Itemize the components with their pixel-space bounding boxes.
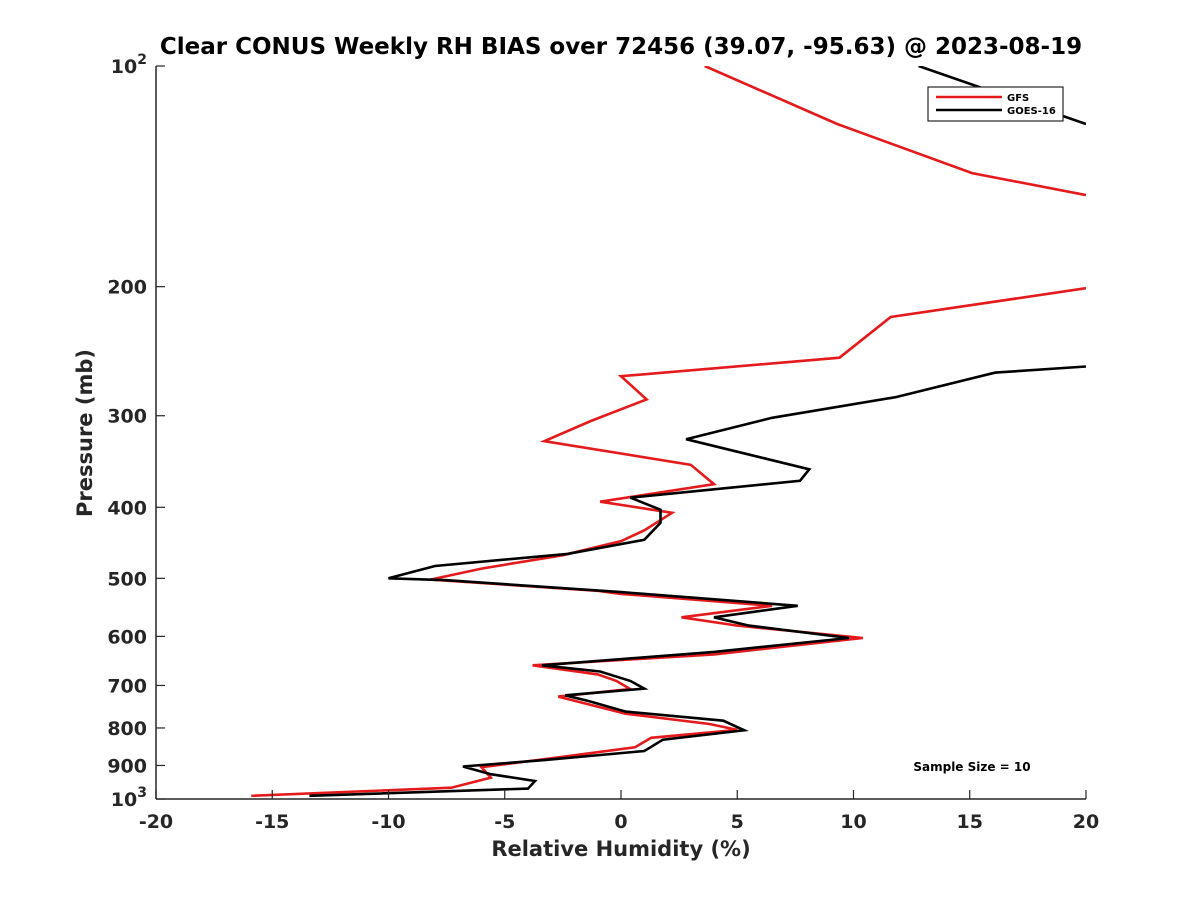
- y-tick-label-base: 500: [107, 568, 147, 590]
- y-tick-label-base: 300: [107, 406, 147, 428]
- y-tick-label-base: 800: [107, 718, 147, 740]
- y-tick-label: 103: [111, 785, 147, 811]
- y-tick-label: 900: [107, 755, 147, 777]
- y-tick-label: 600: [107, 626, 147, 648]
- series-line-gfs: [251, 286, 1086, 798]
- y-tick-label-base: 400: [107, 497, 147, 519]
- x-tick-label: 5: [731, 811, 744, 833]
- x-tick-label: -20: [139, 811, 173, 833]
- x-axis-ticks: -20 -15 -10 -5 0 5 10 15 20: [139, 790, 1099, 833]
- sample-size-annotation: Sample Size = 10: [913, 760, 1030, 774]
- x-tick-label: 15: [957, 811, 983, 833]
- legend-box: [927, 86, 1064, 122]
- y-tick-label-base: 10: [111, 56, 137, 78]
- x-tick-label: -10: [371, 811, 405, 833]
- y-tick-label-base: 700: [107, 675, 147, 697]
- y-tick-label-exponent: 3: [137, 785, 147, 801]
- x-tick-label: 0: [614, 811, 627, 833]
- x-tick-label: 10: [840, 811, 866, 833]
- y-tick-label: 800: [107, 718, 147, 740]
- y-tick-label: 500: [107, 568, 147, 590]
- y-tick-label: 102: [111, 52, 147, 78]
- y-tick-label: 700: [107, 675, 147, 697]
- y-axis-label: Pressure (mb): [73, 349, 97, 517]
- x-tick-label: 20: [1073, 811, 1099, 833]
- y-tick-label: 400: [107, 497, 147, 519]
- y-tick-label-base: 10: [111, 789, 137, 811]
- chart-title: Clear CONUS Weekly RH BIAS over 72456 (3…: [160, 34, 1082, 60]
- x-axis-label: Relative Humidity (%): [491, 837, 750, 861]
- x-tick-label: -15: [255, 811, 289, 833]
- y-tick-label: 200: [107, 277, 147, 299]
- x-tick-label: -5: [494, 811, 515, 833]
- legend-label-gfs: GFS: [1007, 93, 1029, 104]
- series-line-goes16: [309, 365, 1086, 798]
- series-line-gfs: [704, 66, 1086, 197]
- legend: GFS GOES-16: [927, 86, 1064, 122]
- y-tick-label-exponent: 2: [137, 52, 147, 68]
- legend-label-goes16: GOES-16: [1007, 106, 1056, 117]
- y-tick-label-base: 900: [107, 755, 147, 777]
- y-tick-label-base: 600: [107, 626, 147, 648]
- y-tick-label: 300: [107, 406, 147, 428]
- y-tick-label-base: 200: [107, 277, 147, 299]
